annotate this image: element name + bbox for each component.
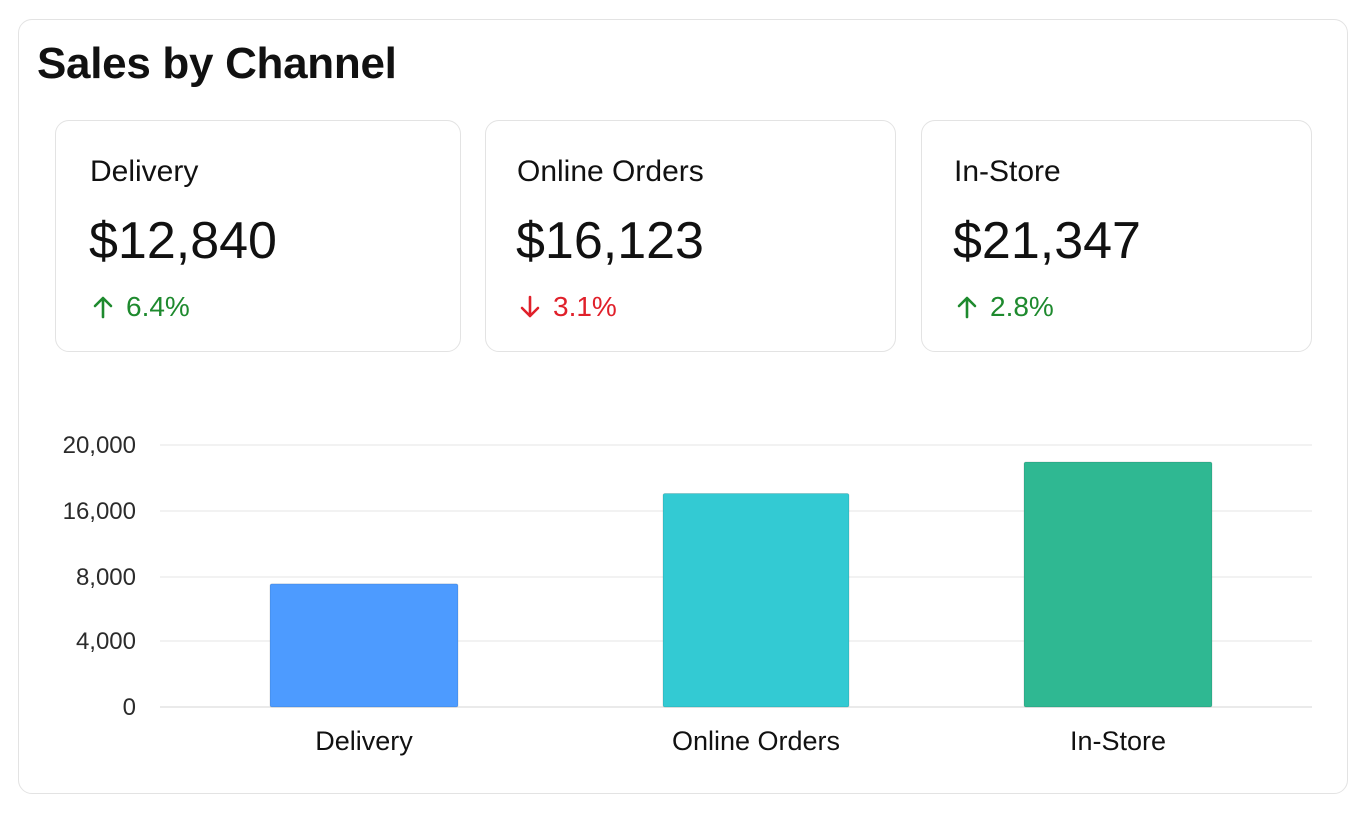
arrow-down-icon xyxy=(520,295,540,318)
y-tick-label: 16,000 xyxy=(63,498,136,525)
kpi-value: $12,840 xyxy=(89,212,277,270)
x-tick-label: In-Store xyxy=(1070,726,1166,756)
y-tick-label: 4,000 xyxy=(76,628,136,655)
kpi-label: Delivery xyxy=(90,155,199,188)
kpi-card-online-orders: Online Orders $16,123 3.1% xyxy=(485,120,896,352)
kpi-change-value: 6.4% xyxy=(126,291,190,322)
y-tick-label: 20,000 xyxy=(63,432,136,459)
kpi-label: In-Store xyxy=(954,155,1061,188)
arrow-up-icon xyxy=(93,296,113,319)
bar xyxy=(269,583,459,708)
y-tick-label: 8,000 xyxy=(76,564,136,591)
kpi-card-delivery: Delivery $12,840 6.4% xyxy=(55,120,461,352)
bar xyxy=(662,492,850,708)
kpi-change-value: 2.8% xyxy=(990,291,1054,322)
kpi-change-value: 3.1% xyxy=(553,291,617,322)
kpi-value: $16,123 xyxy=(516,212,704,270)
x-tick-label: Online Orders xyxy=(672,726,840,756)
bar xyxy=(1023,461,1213,708)
kpi-change: 2.8% xyxy=(954,289,1054,325)
x-tick-label: Delivery xyxy=(315,726,413,756)
page-title: Sales by Channel xyxy=(37,39,397,88)
kpi-change: 3.1% xyxy=(517,289,617,325)
kpi-change: 6.4% xyxy=(90,289,190,325)
kpi-card-in-store: In-Store $21,347 2.8% xyxy=(921,120,1312,352)
kpi-value: $21,347 xyxy=(953,212,1141,270)
kpi-label: Online Orders xyxy=(517,155,704,188)
y-tick-label: 0 xyxy=(123,694,136,721)
arrow-up-icon xyxy=(957,296,977,319)
